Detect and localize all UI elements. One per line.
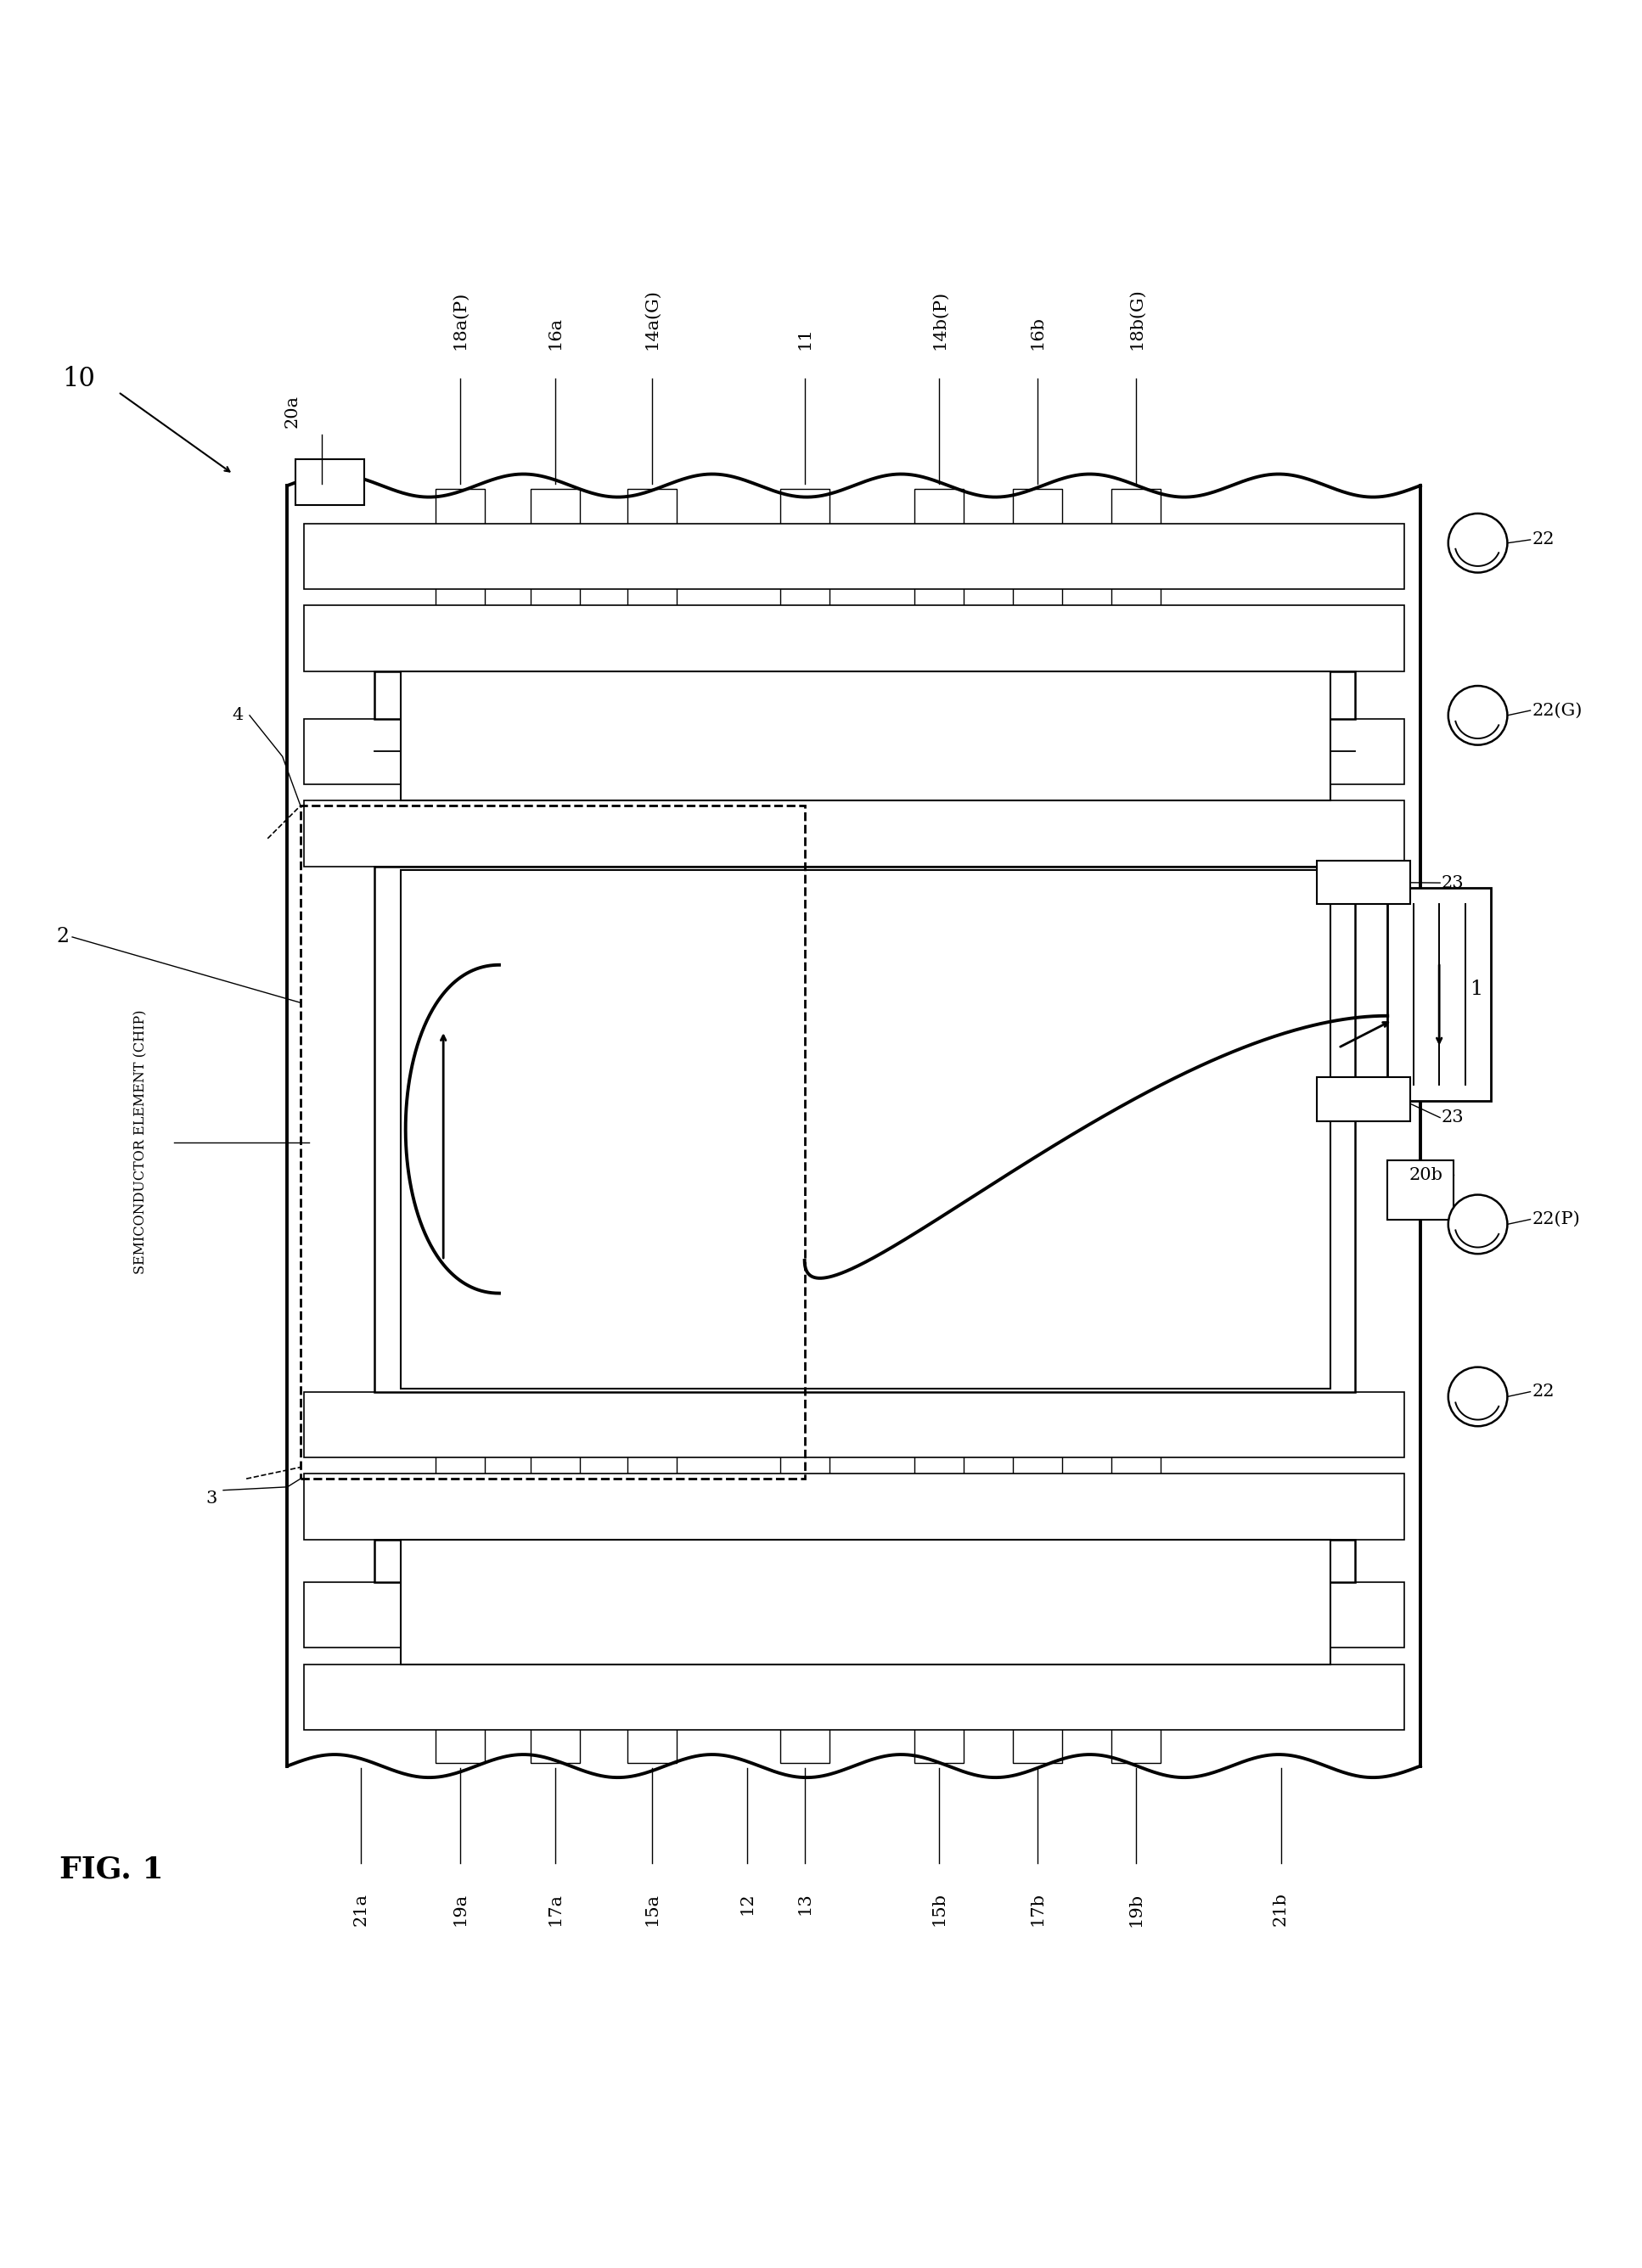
- Bar: [915, 490, 964, 1762]
- Text: 18b(G): 18b(G): [1128, 288, 1144, 349]
- Bar: [401, 869, 1330, 1388]
- Circle shape: [1448, 513, 1507, 572]
- Bar: [530, 490, 580, 1762]
- Bar: [304, 524, 1404, 590]
- Bar: [304, 719, 1404, 785]
- Text: 17a: 17a: [547, 1892, 563, 1926]
- Text: 15b: 15b: [931, 1892, 947, 1926]
- Bar: [304, 606, 1404, 671]
- Text: 4: 4: [232, 708, 243, 723]
- Text: 20b: 20b: [1409, 1168, 1443, 1184]
- Bar: [304, 1665, 1404, 1730]
- Bar: [374, 1540, 1355, 1583]
- Bar: [304, 1474, 1404, 1540]
- Bar: [304, 719, 1404, 785]
- Bar: [304, 1583, 1404, 1649]
- Bar: [1013, 490, 1062, 1762]
- Text: 17b: 17b: [1030, 1892, 1046, 1926]
- Bar: [401, 671, 1330, 801]
- Bar: [1387, 1161, 1453, 1220]
- Text: 10: 10: [62, 365, 95, 392]
- Bar: [401, 1540, 1330, 1665]
- Text: 1: 1: [1470, 980, 1483, 1000]
- Bar: [915, 490, 964, 1762]
- Bar: [530, 490, 580, 1762]
- Bar: [304, 1393, 1404, 1458]
- Bar: [627, 490, 677, 1762]
- Bar: [780, 490, 829, 1762]
- Text: 18a(P): 18a(P): [452, 290, 468, 349]
- Text: SEMICONDUCTOR ELEMENT (CHIP): SEMICONDUCTOR ELEMENT (CHIP): [135, 1009, 148, 1275]
- Bar: [304, 606, 1404, 671]
- Bar: [304, 1393, 1404, 1458]
- Bar: [304, 524, 1404, 590]
- Text: 16b: 16b: [1030, 315, 1046, 349]
- Text: 14a(G): 14a(G): [644, 288, 660, 349]
- Circle shape: [1448, 1368, 1507, 1427]
- Text: 12: 12: [739, 1892, 755, 1914]
- Bar: [304, 801, 1404, 866]
- Bar: [304, 1474, 1404, 1540]
- Bar: [374, 866, 1355, 1393]
- Text: 23: 23: [1442, 875, 1465, 891]
- Text: 19b: 19b: [1128, 1892, 1144, 1926]
- Bar: [627, 490, 677, 1762]
- Circle shape: [1448, 685, 1507, 744]
- Text: 23: 23: [1442, 1109, 1465, 1125]
- Bar: [296, 460, 365, 506]
- Bar: [304, 1665, 1404, 1730]
- Bar: [1112, 490, 1161, 1762]
- Text: 21b: 21b: [1273, 1892, 1289, 1926]
- Text: 2: 2: [56, 928, 69, 946]
- Bar: [435, 490, 484, 1762]
- Bar: [435, 490, 484, 1762]
- Bar: [1317, 1077, 1410, 1120]
- Text: 13: 13: [796, 1892, 813, 1914]
- Text: FIG. 1: FIG. 1: [59, 1855, 164, 1885]
- Bar: [1387, 887, 1491, 1102]
- Text: 15a: 15a: [644, 1892, 660, 1926]
- Text: 21a: 21a: [353, 1892, 369, 1926]
- Bar: [1112, 490, 1161, 1762]
- Text: 16a: 16a: [547, 315, 563, 349]
- Bar: [304, 1583, 1404, 1649]
- Text: 22: 22: [1532, 1383, 1555, 1399]
- Text: 22: 22: [1532, 531, 1555, 549]
- Text: 22(G): 22(G): [1532, 703, 1583, 719]
- Text: 19a: 19a: [452, 1892, 468, 1926]
- Bar: [374, 671, 1355, 719]
- Circle shape: [1448, 1195, 1507, 1254]
- Bar: [1317, 862, 1410, 905]
- Bar: [1013, 490, 1062, 1762]
- Text: 3: 3: [205, 1490, 217, 1506]
- Bar: [300, 805, 805, 1479]
- Text: 20a: 20a: [284, 395, 300, 429]
- Bar: [780, 490, 829, 1762]
- Bar: [304, 801, 1404, 866]
- Text: 22(P): 22(P): [1532, 1211, 1580, 1227]
- Text: 11: 11: [796, 327, 813, 349]
- Text: 14b(P): 14b(P): [931, 290, 947, 349]
